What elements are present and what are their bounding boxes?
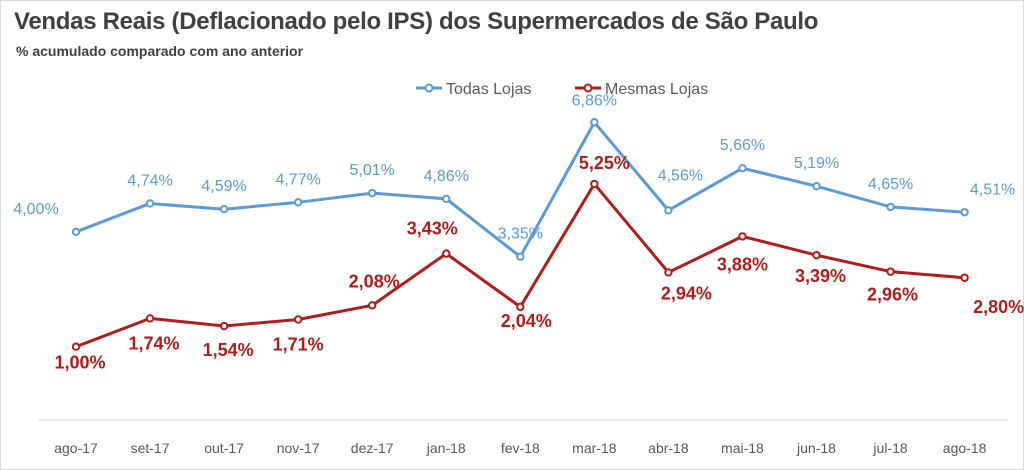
data-point-mesmas-lojas <box>293 315 303 324</box>
data-point-mesmas-lojas <box>71 342 81 351</box>
data-point-todas-lojas <box>293 198 303 207</box>
x-tick-label: fev-18 <box>501 440 540 456</box>
data-label-mesmas-lojas: 2,04% <box>501 311 552 331</box>
data-point-mesmas-lojas <box>812 250 821 260</box>
x-tick-label: out-17 <box>204 440 244 456</box>
data-label-mesmas-lojas: 2,80% <box>973 297 1024 317</box>
data-label-todas-lojas: 4,00% <box>13 201 58 218</box>
data-point-todas-lojas <box>664 206 673 215</box>
data-point-todas-lojas <box>219 205 229 214</box>
data-label-todas-lojas: 4,74% <box>127 172 172 189</box>
legend-marker <box>583 83 593 93</box>
x-tick-label: jul-18 <box>872 440 907 456</box>
data-label-todas-lojas: 3,35% <box>498 226 543 243</box>
legend-label-mesmas-lojas: Mesmas Lojas <box>605 81 708 98</box>
data-point-todas-lojas <box>590 118 599 127</box>
x-axis: ago-17 set-17 out-17 nov-17 dez-17 jan-18 fev-… <box>38 419 1008 456</box>
data-label-mesmas-lojas: 5,25% <box>579 153 630 173</box>
data-label-mesmas-lojas: 2,08% <box>349 271 400 291</box>
data-label-todas-lojas: 4,77% <box>275 171 320 188</box>
data-point-mesmas-lojas <box>516 302 525 312</box>
data-point-mesmas-lojas <box>664 268 673 277</box>
data-point-mesmas-lojas <box>960 273 969 282</box>
data-point-todas-lojas <box>738 164 747 173</box>
x-tick-label: jun-18 <box>796 440 836 456</box>
data-label-mesmas-lojas: 1,54% <box>203 340 254 360</box>
x-tick-label: set-17 <box>131 440 170 456</box>
x-tick-label: jan-18 <box>426 440 466 456</box>
data-point-todas-lojas <box>145 199 155 208</box>
data-point-mesmas-lojas <box>590 179 599 189</box>
data-point-mesmas-lojas <box>442 249 451 258</box>
data-point-todas-lojas <box>812 182 821 191</box>
data-point-todas-lojas <box>960 208 969 217</box>
x-tick-label: ago-18 <box>943 440 987 456</box>
data-label-todas-lojas: 4,59% <box>201 178 246 195</box>
data-point-mesmas-lojas <box>145 314 155 323</box>
data-label-todas-lojas: 4,51% <box>970 181 1015 198</box>
x-tick-label: dez-17 <box>351 440 394 456</box>
data-point-todas-lojas <box>886 202 895 212</box>
data-label-todas-lojas: 4,86% <box>424 168 469 185</box>
data-label-todas-lojas: 4,65% <box>868 176 913 193</box>
data-label-mesmas-lojas: 1,74% <box>129 333 180 353</box>
legend-label-todas-lojas: Todas Lojas <box>446 81 531 98</box>
data-label-todas-lojas: 5,19% <box>794 155 839 172</box>
x-tick-label: nov-17 <box>277 440 320 456</box>
legend: Todas Lojas Mesmas Lojas <box>416 81 708 98</box>
data-point-todas-lojas <box>442 194 451 204</box>
legend-marker <box>424 83 434 93</box>
data-labels: 4,00% 4,74% 4,59% 4,77% 5,01% 4,86% 3,35% 6,86%… <box>13 92 1024 372</box>
data-point-mesmas-lojas <box>368 301 377 310</box>
data-point-todas-lojas <box>368 188 377 198</box>
data-label-mesmas-lojas: 1,00% <box>54 353 105 373</box>
x-tick-label: mar-18 <box>572 440 617 456</box>
data-point-mesmas-lojas <box>886 267 895 276</box>
data-label-todas-lojas: 4,56% <box>658 167 703 184</box>
series-lines <box>71 118 969 351</box>
chart-title: Vendas Reais (Deflacionado pelo IPS) dos… <box>14 8 819 35</box>
data-label-todas-lojas: 5,01% <box>350 162 395 179</box>
x-tick-label: abr-18 <box>648 440 689 456</box>
data-label-todas-lojas: 5,66% <box>720 137 765 154</box>
data-point-todas-lojas <box>71 227 81 237</box>
data-label-mesmas-lojas: 1,71% <box>273 335 324 355</box>
chart-subtitle: % acumulado comparado com ano anterior <box>16 43 304 59</box>
data-label-todas-lojas: 6,86% <box>572 92 617 109</box>
data-label-mesmas-lojas: 3,88% <box>717 254 768 274</box>
data-label-mesmas-lojas: 3,43% <box>407 219 458 239</box>
data-label-mesmas-lojas: 3,39% <box>795 266 846 286</box>
x-tick-label: ago-17 <box>54 440 98 456</box>
data-point-mesmas-lojas <box>219 321 229 331</box>
data-point-todas-lojas <box>516 252 525 261</box>
data-point-mesmas-lojas <box>738 232 747 241</box>
data-label-mesmas-lojas: 2,96% <box>867 285 918 305</box>
x-tick-label: mai-18 <box>721 440 764 456</box>
data-label-mesmas-lojas: 2,94% <box>661 283 712 303</box>
